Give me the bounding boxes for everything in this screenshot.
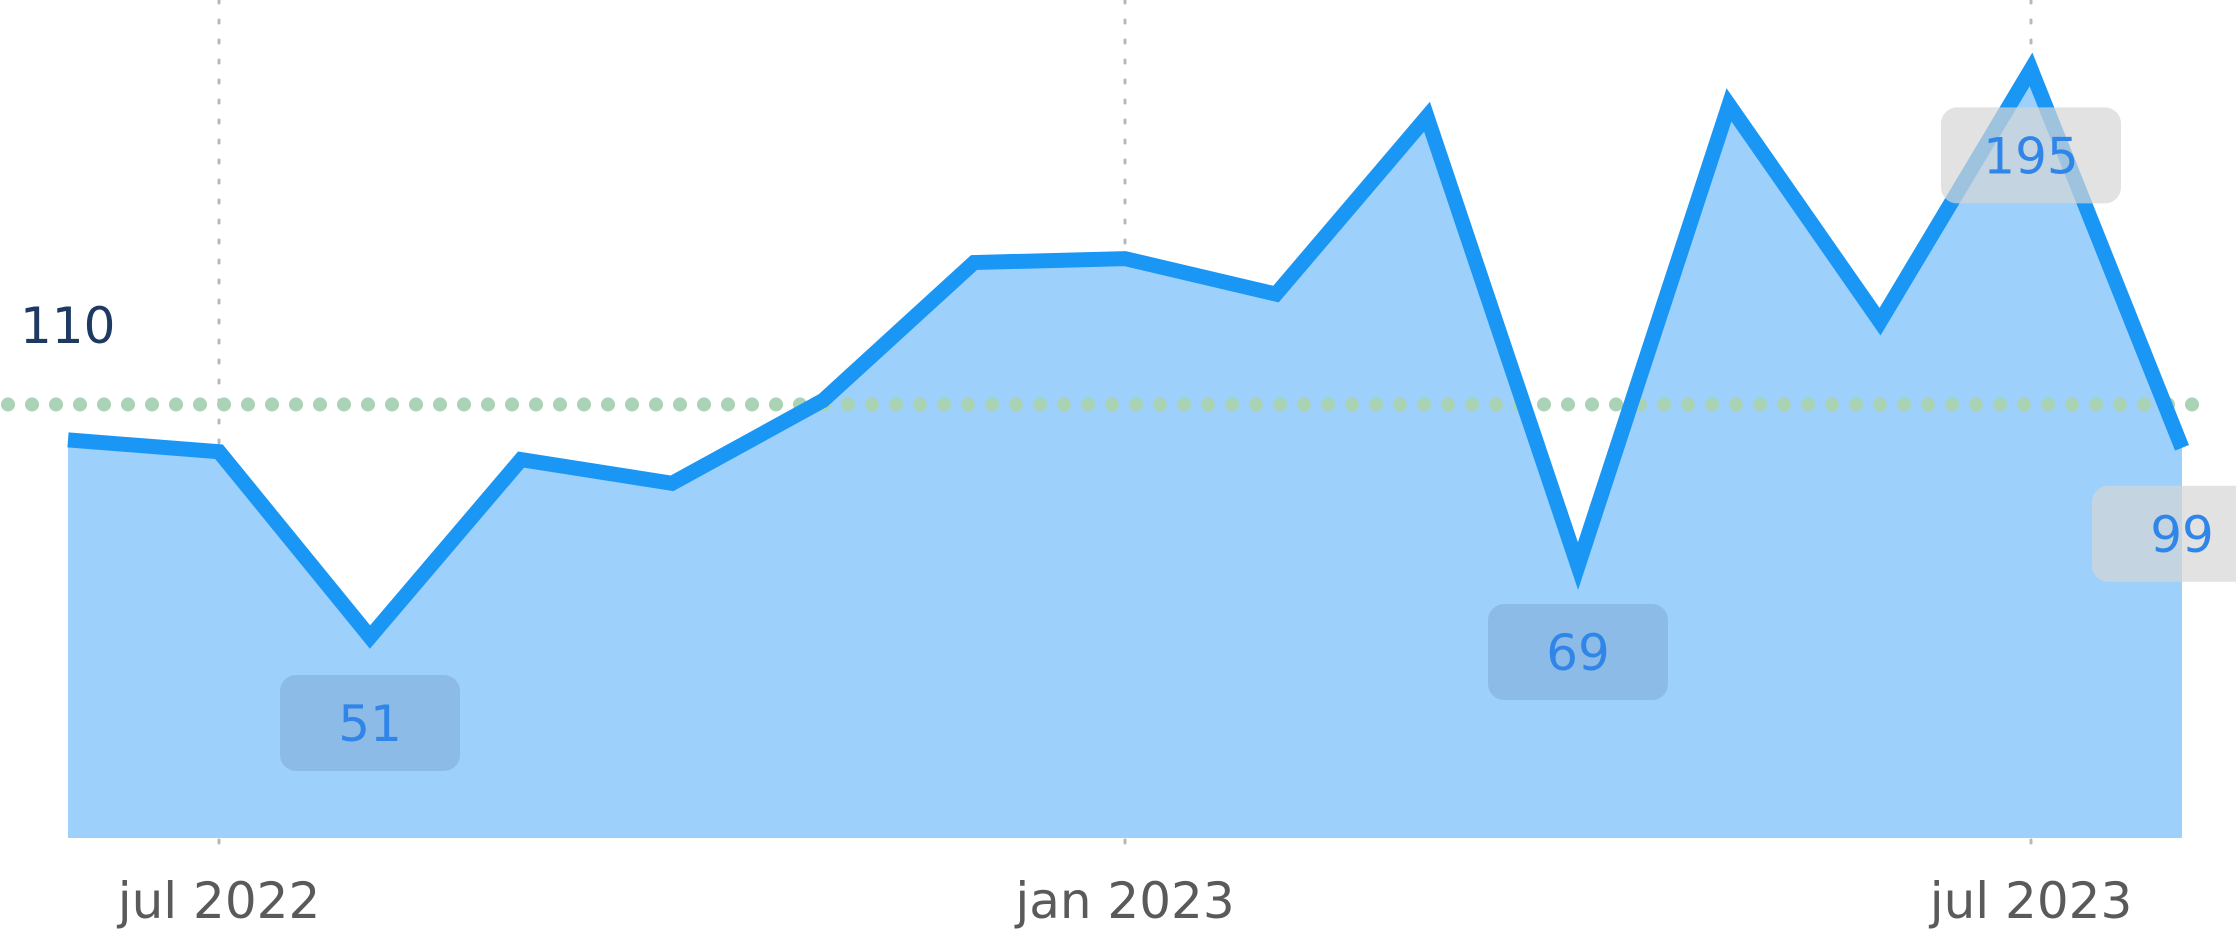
data-label-text-2: 195	[1983, 127, 2078, 185]
data-label-3: 99	[2092, 485, 2236, 582]
data-point-14	[2179, 445, 2185, 451]
x-tick-label-0: jul 2022	[117, 872, 321, 930]
data-label-2: 195	[1941, 107, 2121, 204]
data-point-10	[1575, 563, 1581, 569]
data-point-7	[1122, 256, 1128, 262]
data-label-box-2	[1941, 107, 2121, 204]
data-label-box-0	[280, 674, 460, 771]
data-point-11	[1726, 102, 1732, 108]
data-point-6	[971, 260, 977, 266]
data-point-9	[1424, 114, 1430, 120]
data-label-text-3: 99	[2150, 506, 2214, 564]
reference-line-label: 110	[20, 297, 115, 355]
x-tick-label-2: jul 2023	[1929, 872, 2133, 930]
data-label-text-1: 69	[1546, 624, 1610, 682]
data-point-3	[518, 457, 524, 463]
data-point-13	[2028, 66, 2034, 72]
data-label-box-3	[2092, 485, 2236, 582]
data-point-4	[669, 480, 675, 486]
data-point-8	[1273, 291, 1279, 297]
data-point-2	[367, 634, 373, 640]
data-label-text-0: 51	[338, 695, 402, 753]
data-point-1	[216, 449, 222, 455]
data-point-5	[820, 397, 826, 403]
x-tick-label-1: jan 2023	[1014, 872, 1234, 930]
series-line	[67, 52, 2189, 649]
data-point-12	[1877, 319, 1883, 325]
data-label-1: 69	[1488, 604, 1668, 701]
data-point-0	[65, 437, 71, 443]
data-label-0: 51	[280, 674, 460, 771]
data-label-box-1	[1488, 604, 1668, 701]
